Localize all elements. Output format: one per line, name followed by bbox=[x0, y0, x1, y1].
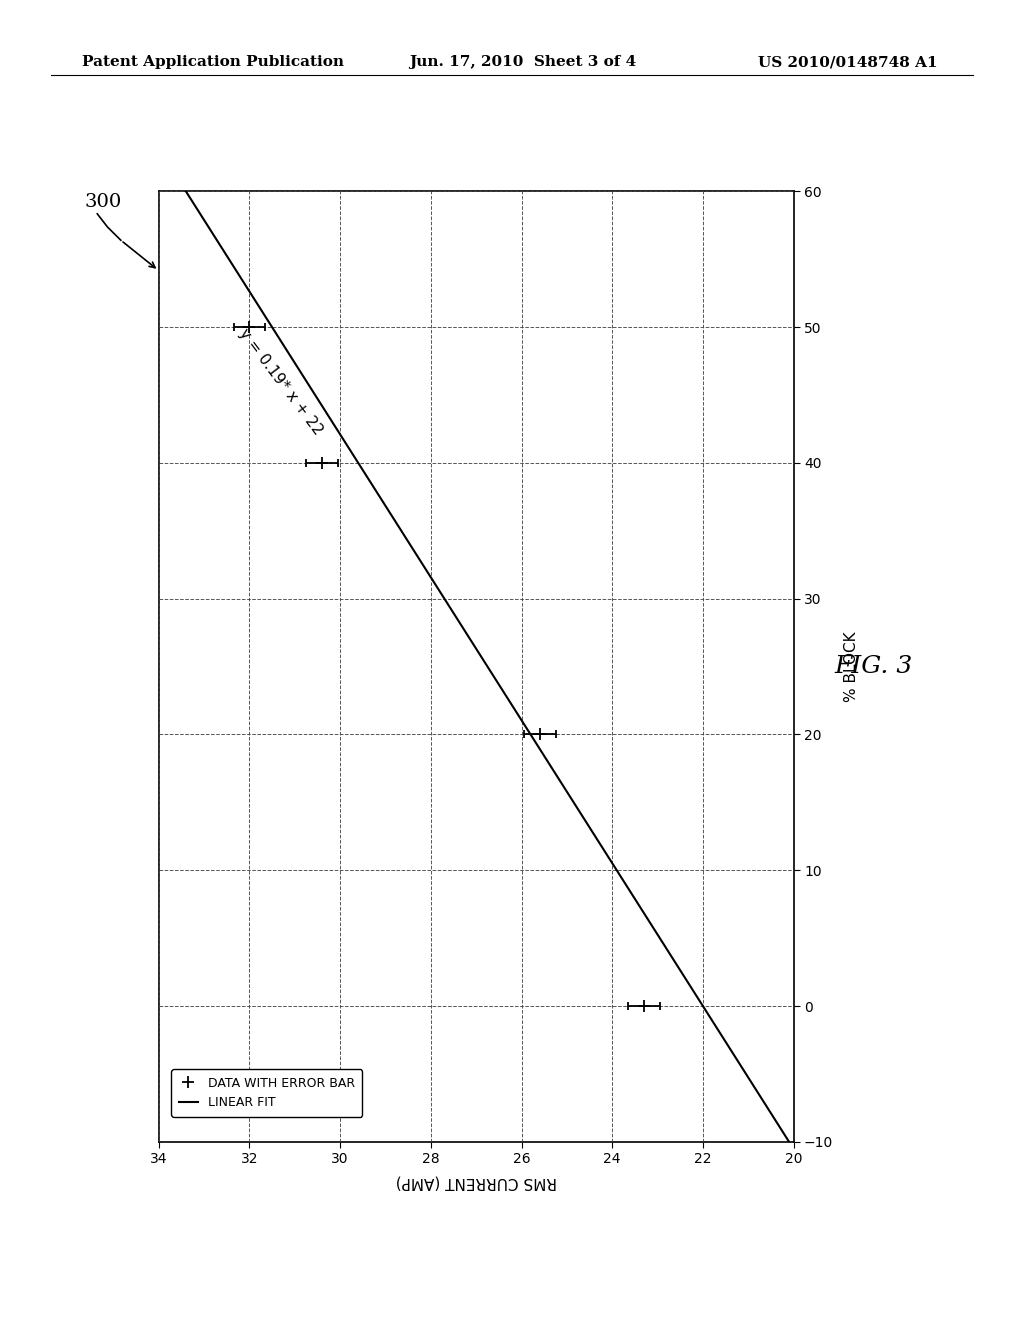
Text: Patent Application Publication: Patent Application Publication bbox=[82, 55, 344, 70]
Text: US 2010/0148748 A1: US 2010/0148748 A1 bbox=[758, 55, 937, 70]
Legend: DATA WITH ERROR BAR, LINEAR FIT: DATA WITH ERROR BAR, LINEAR FIT bbox=[171, 1069, 362, 1117]
Y-axis label: % BLOCK: % BLOCK bbox=[845, 631, 859, 702]
X-axis label: RMS CURRENT (AMP): RMS CURRENT (AMP) bbox=[395, 1175, 557, 1189]
Text: Jun. 17, 2010  Sheet 3 of 4: Jun. 17, 2010 Sheet 3 of 4 bbox=[410, 55, 637, 70]
Text: y = 0.19* x + 22: y = 0.19* x + 22 bbox=[237, 326, 326, 437]
Text: 300: 300 bbox=[85, 193, 122, 211]
Text: FIG. 3: FIG. 3 bbox=[835, 655, 912, 678]
